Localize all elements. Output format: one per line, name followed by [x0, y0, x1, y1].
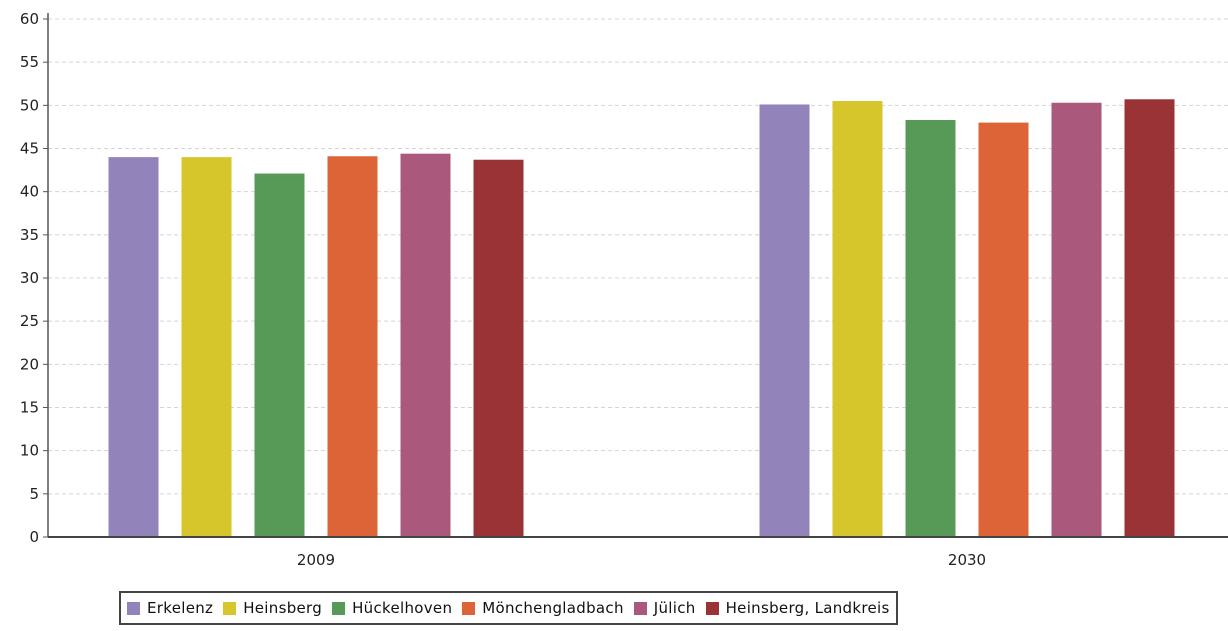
x-tick-label: 2009	[297, 551, 335, 569]
y-tick-label: 5	[29, 485, 39, 503]
x-tick-label: 2030	[948, 551, 986, 569]
legend-swatch	[127, 601, 140, 615]
bar-j-lich-2030	[1051, 102, 1102, 537]
y-tick-label: 30	[20, 269, 39, 287]
bar-heinsberg-landkreis-2009	[473, 159, 524, 537]
legend-label: Mönchengladbach	[482, 599, 624, 617]
y-tick-label: 20	[20, 355, 39, 373]
legend-item: Jülich	[633, 599, 696, 617]
y-tick-label: 55	[20, 53, 39, 71]
legend-label: Hückelhoven	[352, 599, 453, 617]
legend-label: Jülich	[653, 599, 696, 617]
y-tick-label: 35	[20, 226, 39, 244]
bar-erkelenz-2030	[759, 104, 810, 537]
bar-j-lich-2009	[400, 153, 451, 537]
legend-item: Hückelhoven	[332, 599, 452, 617]
bar-m-nchengladbach-2009	[327, 156, 378, 537]
legend-swatch	[223, 601, 237, 615]
y-tick-label: 45	[20, 140, 39, 158]
legend-swatch	[462, 601, 476, 615]
legend-swatch	[633, 601, 647, 615]
y-tick-label: 10	[20, 442, 39, 460]
bar-m-nchengladbach-2030	[978, 122, 1029, 537]
legend-item: Mönchengladbach	[462, 599, 624, 617]
y-tick-label: 40	[20, 183, 39, 201]
bar-chart: 0 5 10 15 20 25 30 35 40 45 50 55 60 2009 2030	[20, 10, 1228, 569]
y-tick-label: 0	[29, 528, 39, 546]
legend-label: Heinsberg, Landkreis	[725, 599, 890, 617]
legend-swatch	[705, 601, 719, 615]
bar-erkelenz-2009	[108, 157, 159, 537]
legend-item: Heinsberg	[223, 599, 322, 617]
bar-h-ckelhoven-2009	[254, 173, 305, 537]
legend-label: Heinsberg	[243, 599, 323, 617]
y-tick-label: 15	[20, 399, 39, 417]
y-tick-label: 25	[20, 312, 39, 330]
bar-heinsberg-landkreis-2030	[1124, 99, 1175, 537]
bar-h-ckelhoven-2030	[905, 120, 956, 537]
bar-heinsberg-2009	[181, 157, 232, 537]
bar-heinsberg-2030	[832, 101, 883, 538]
legend-item: Heinsberg, Landkreis	[705, 599, 890, 617]
y-tick-label: 60	[20, 10, 39, 28]
legend-swatch	[332, 601, 346, 615]
legend-label: Erkelenz	[147, 599, 214, 617]
legend: Erkelenz Heinsberg Hückelhoven Mönchengladb…	[119, 591, 898, 625]
legend-item: Erkelenz	[127, 599, 213, 617]
y-tick-label: 50	[20, 96, 39, 114]
